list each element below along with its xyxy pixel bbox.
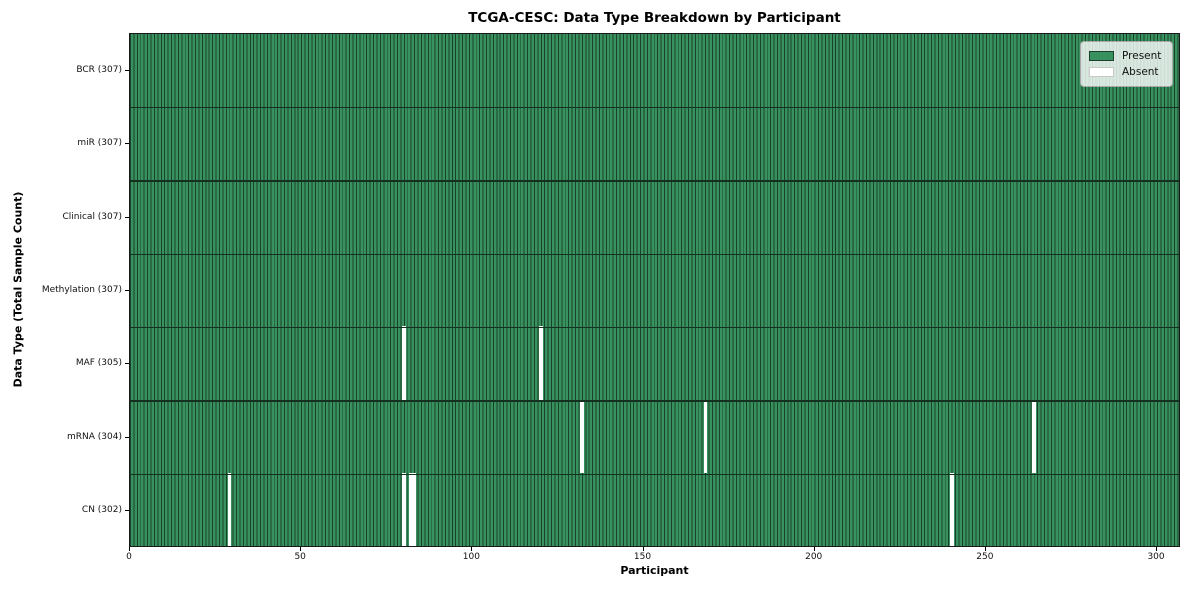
x-tick-label-250: 250 [976,552,994,562]
y-tick-mark [125,290,129,291]
legend-label-absent: Absent [1122,66,1159,78]
legend-swatch-present-icon [1089,51,1114,61]
row-separator [130,473,1179,476]
chart-title: TCGA-CESC: Data Type Breakdown by Partic… [468,10,841,26]
legend: Present Absent [1080,41,1173,87]
row-separator [130,327,1179,329]
y-tick-mark [125,436,129,438]
absent-cell-mRNA-132 [580,399,584,474]
x-tick-label-200: 200 [805,552,823,562]
legend-entry-present: Present [1089,48,1164,64]
x-tick-mark [642,547,644,551]
x-tick-mark [300,547,302,551]
x-axis-label: Participant [620,564,689,577]
x-tick-label-50: 50 [294,552,306,562]
row-separator [130,253,1179,255]
row-separator [130,106,1179,109]
absent-cell-CN-240 [950,473,954,547]
x-tick-label-150: 150 [633,552,652,562]
y-tick-mark [125,143,129,145]
y-tick-mark [125,363,129,365]
y-tick-mark [125,510,129,512]
row-separator [130,180,1179,182]
y-tick-mark [125,69,129,71]
absent-cell-MAF-80 [402,326,406,400]
absent-cell-CN-29 [227,473,232,547]
absent-cell-CN-83 [412,473,417,547]
x-tick-mark [1156,547,1158,551]
legend-swatch-absent-icon [1089,67,1114,77]
y-tick-label-CN: CN (302) [81,505,122,516]
absent-cell-MAF-120 [539,326,543,400]
y-tick-mark [125,216,129,218]
y-tick-label-BCR: BCR (307) [76,64,122,75]
x-tick-mark [813,547,815,551]
x-tick-label-0: 0 [126,552,132,562]
y-tick-label-Clinical: Clinical (307) [62,211,122,222]
legend-label-present: Present [1122,50,1162,62]
row-separator [130,400,1179,402]
x-tick-mark [129,547,130,551]
plot-area: Present Absent [129,33,1180,547]
absent-cell-CN-82 [409,473,413,547]
y-tick-label-Methylation: Methylation (307) [41,285,122,295]
y-tick-label-miR: miR (307) [77,138,122,149]
y-tick-label-MAF: MAF (305) [75,358,122,369]
legend-entry-absent: Absent [1089,64,1164,80]
x-tick-label-300: 300 [1147,552,1165,562]
x-tick-label-100: 100 [462,552,480,562]
absent-cell-mRNA-264 [1032,399,1036,474]
absent-cell-CN-80 [402,473,406,547]
x-tick-mark [984,547,986,551]
y-tick-label-mRNA: mRNA (304) [67,431,122,442]
x-tick-mark [471,547,473,551]
absent-cell-mRNA-168 [703,399,708,474]
